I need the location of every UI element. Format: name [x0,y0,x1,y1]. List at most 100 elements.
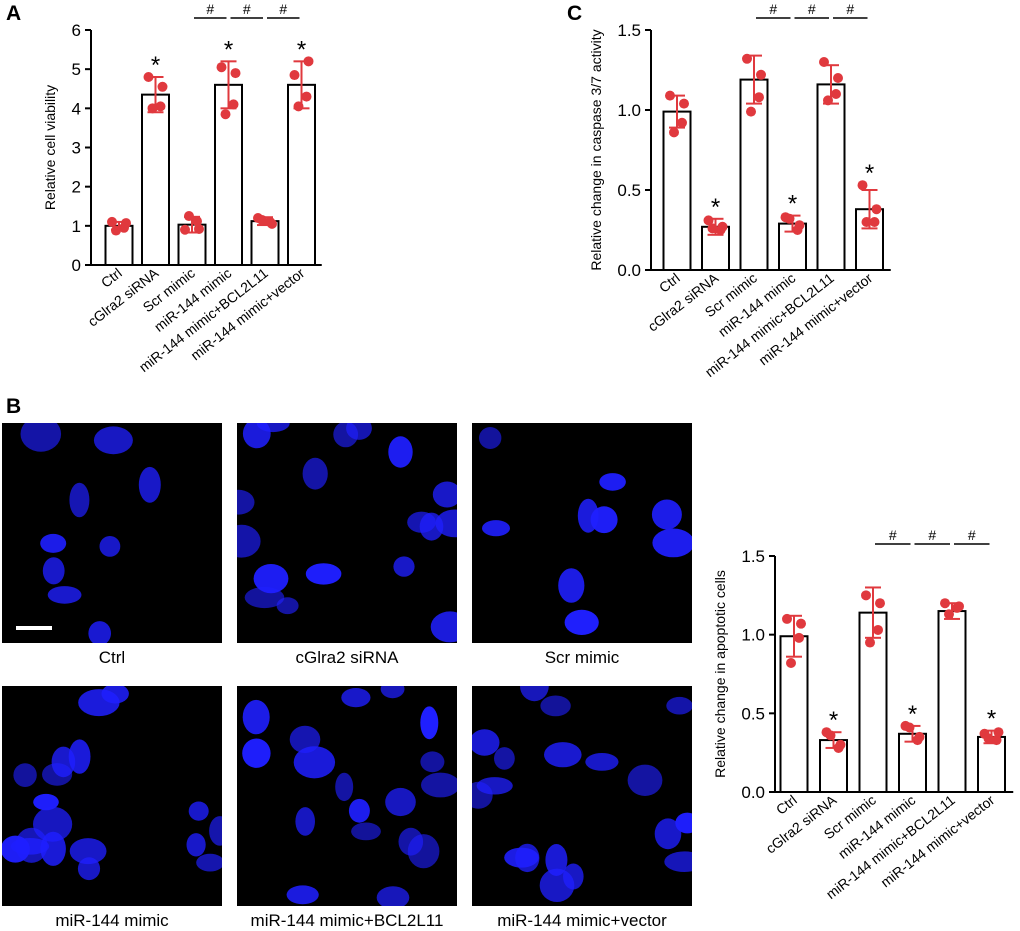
nucleus [242,699,270,735]
data-point [220,109,231,120]
data-point [865,637,875,648]
scale-bar [16,626,52,630]
nuclei-stain [472,686,692,902]
nucleus [196,853,222,872]
nucleus [564,609,599,635]
micrograph-label: cGlra2 siRNA [295,648,399,667]
data-point [861,217,872,227]
data-point [107,216,117,227]
nucleus [479,427,502,449]
nucleus [545,844,568,876]
nucleus [348,798,370,823]
data-point [143,72,154,82]
y-tick-label: 0.0 [741,783,765,802]
y-axis-label: Relative change in caspase 3/7 activity [588,29,604,270]
nucleus [494,747,515,770]
data-point [835,739,846,750]
y-tick-label: 1.0 [741,626,765,645]
nucleus [289,725,321,754]
data-point [786,657,796,668]
nucleus [652,528,692,558]
nucleus [421,772,457,798]
nucleus [435,509,457,538]
nucleus [654,818,682,850]
nucleus [13,763,37,787]
micrograph-label: Ctrl [98,648,126,667]
data-point [954,601,964,612]
data-point [873,624,883,635]
data-point [796,618,806,629]
data-point [869,217,880,227]
data-point [784,213,795,224]
nucleus [293,746,336,779]
micrograph-label: Scr mimic [544,648,620,667]
data-point [180,224,190,235]
nucleus [393,556,415,577]
significance-star: * [788,191,797,218]
y-tick-label: 0.5 [617,181,641,200]
data-point [677,117,687,128]
panel-label-b: B [6,395,22,418]
nucleus [544,742,582,768]
data-point [230,68,241,79]
nucleus [237,489,255,515]
nucleus [47,586,82,604]
nucleus [276,597,299,615]
nucleus [430,611,457,643]
data-point [669,127,679,138]
nucleus [651,499,682,530]
nuclei-stain [479,427,692,635]
data-point [157,81,168,92]
significance-star: * [908,701,917,728]
nucleus [539,868,575,902]
nucleus [627,764,663,796]
y-tick-label: 4 [72,99,81,118]
nucleus [186,833,206,857]
data-point [192,216,202,227]
nucleus [599,473,626,491]
nucleus [407,511,436,533]
data-point [289,70,300,81]
nucleus [472,781,493,809]
data-point [742,53,752,64]
y-tick-label: 1.0 [617,101,641,120]
nucleus [101,686,129,704]
data-point [228,99,239,110]
data-point [121,218,131,229]
data-point [819,57,829,67]
y-tick-label: 1.5 [741,547,765,566]
nucleus [40,533,67,553]
micrograph-image [472,423,692,643]
nucleus [99,536,121,557]
y-tick-label: 0.0 [617,261,641,280]
data-point [823,95,833,106]
comparison-symbol: # [769,1,777,17]
data-point [940,598,950,609]
data-point [717,221,728,232]
nucleus [380,686,405,699]
y-tick-label: 1 [72,217,81,236]
data-point [983,733,994,744]
nuclei-stain [237,423,457,643]
data-point [301,91,312,102]
data-point [194,223,204,234]
nucleus [302,457,328,490]
bar [937,610,967,793]
nucleus [482,520,510,537]
y-tick-label: 0 [72,256,81,275]
nucleus [335,772,354,802]
panel-label-c: C [567,2,583,25]
nucleus [420,706,439,740]
data-point [875,598,885,609]
data-point [293,101,304,112]
nucleus [385,787,416,817]
y-tick-label: 6 [72,21,81,40]
nucleus [209,816,222,846]
nucleus [577,498,599,533]
comparison-symbol: # [808,1,816,17]
y-tick-label: 3 [72,139,81,158]
bar [662,110,692,271]
nucleus [33,793,59,811]
significance-star: * [865,160,874,187]
nucleus [540,695,571,717]
